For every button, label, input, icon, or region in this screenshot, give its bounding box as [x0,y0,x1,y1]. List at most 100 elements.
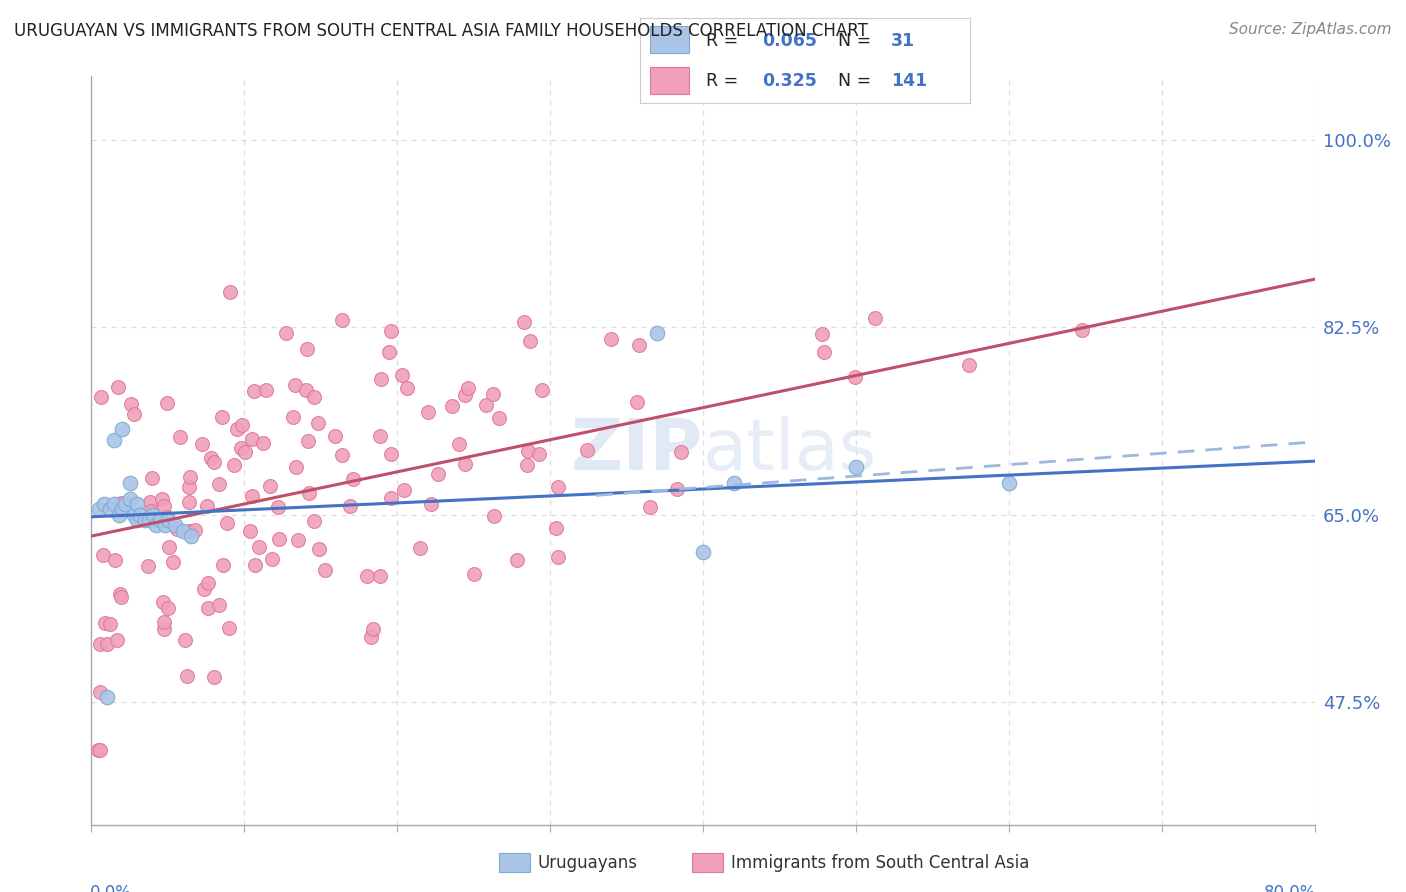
Point [233,445,256,459]
Point [90,390,112,404]
Point [96,637,118,651]
Point [197,601,219,615]
Point [576,442,599,457]
Point [368,429,391,443]
Point [247,541,270,555]
Point [368,569,391,583]
Point [519,334,541,349]
Text: 31: 31 [891,32,915,50]
Point [124,407,146,421]
Text: 141: 141 [891,71,927,89]
Point [118,491,141,506]
Point [409,541,432,555]
Point [118,475,141,490]
Point [138,495,160,509]
Point [274,326,297,340]
Point [104,553,127,567]
Point [179,524,201,538]
Point [191,437,214,451]
Point [356,569,378,583]
Point [957,358,980,372]
Point [129,508,152,522]
Point [420,497,443,511]
Point [457,381,479,395]
Point [219,285,242,299]
Point [669,445,692,459]
Point [380,324,402,338]
Point [127,513,149,527]
Point [136,559,159,574]
Point [107,380,129,394]
Point [863,311,886,326]
Point [197,575,219,590]
Point [127,497,149,511]
Point [330,448,353,462]
Point [212,558,235,573]
Point [513,315,536,329]
Point [240,489,263,503]
Point [225,422,247,436]
Point [339,499,361,513]
Point [141,471,163,485]
Point [179,470,201,484]
Point [627,338,650,352]
Point [184,523,207,537]
Point [153,622,176,636]
Point [307,416,329,430]
Bar [650,27,689,54]
Point [998,475,1021,490]
Point [380,491,402,505]
Point [531,383,554,397]
Point [723,475,745,490]
Point [200,451,222,466]
Point [141,508,163,522]
Point [153,499,176,513]
Text: 80.0%: 80.0% [1264,884,1316,892]
Point [93,548,115,562]
Point [811,326,834,341]
Point [506,553,529,567]
Point [283,409,305,424]
Point [174,633,197,648]
Point [134,513,156,527]
Point [180,529,202,543]
Point [110,496,132,510]
Point [172,524,194,538]
Text: 0.325: 0.325 [762,71,817,89]
Point [378,344,401,359]
Point [626,395,648,409]
Point [156,513,179,527]
Point [330,313,353,327]
Point [89,685,111,699]
Point [259,479,281,493]
Point [475,398,498,412]
Point [179,494,201,508]
Point [516,444,538,458]
Y-axis label: Family Households: Family Households [0,373,8,528]
Point [463,567,485,582]
Point [845,459,868,474]
Point [844,370,866,384]
Point [153,615,176,629]
Point [427,467,450,482]
Text: Source: ZipAtlas.com: Source: ZipAtlas.com [1229,22,1392,37]
Point [454,388,477,402]
Point [360,631,382,645]
Point [314,563,336,577]
Point [89,743,111,757]
Point [544,521,567,535]
Point [323,429,346,443]
Point [269,533,291,547]
Point [114,497,136,511]
Text: atlas: atlas [703,416,877,485]
Point [149,513,172,527]
Point [86,743,108,757]
Point [638,500,661,514]
Point [547,480,569,494]
Point [240,432,263,446]
Point [692,545,714,559]
Point [165,518,187,533]
Point [215,516,238,531]
Point [304,514,326,528]
Point [231,417,253,432]
